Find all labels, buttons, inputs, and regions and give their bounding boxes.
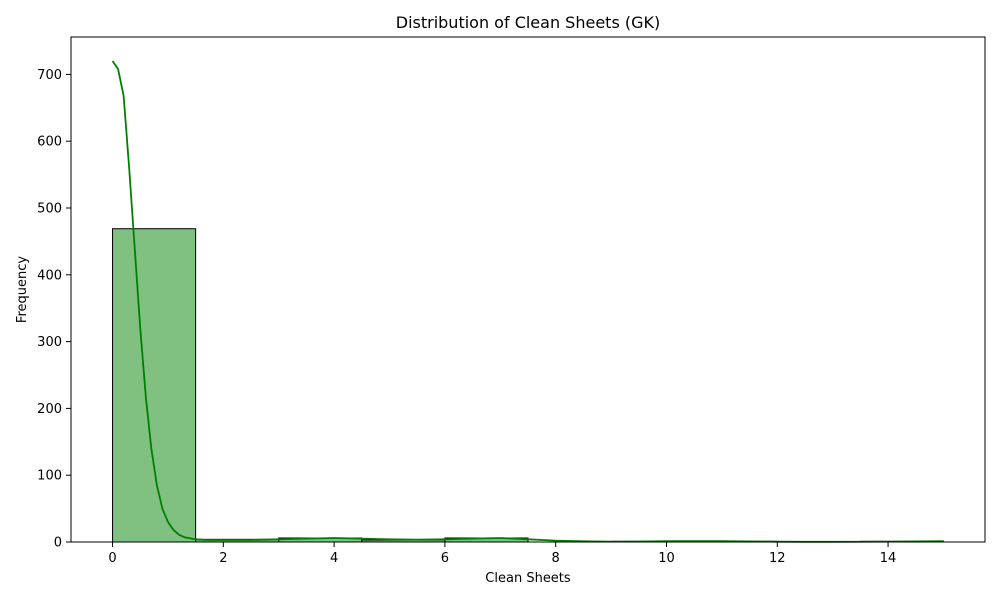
- y-tick-label: 0: [54, 536, 62, 551]
- y-tick-label: 200: [37, 402, 62, 417]
- y-tick-label: 600: [37, 135, 62, 150]
- y-tick-label: 700: [37, 68, 62, 83]
- x-tick-label: 10: [658, 551, 675, 566]
- kde-line: [111, 60, 944, 543]
- y-tick-label: 300: [37, 335, 62, 350]
- x-tick-label: 14: [880, 551, 897, 566]
- histogram-bar-0: [112, 228, 197, 543]
- chart-title: Distribution of Clean Sheets (GK): [396, 13, 660, 32]
- x-tick-label: 4: [330, 551, 338, 566]
- kde-layer: [111, 60, 944, 543]
- y-tick-label: 100: [37, 469, 62, 484]
- x-tick-label: 8: [552, 551, 560, 566]
- plot-frame: [70, 36, 986, 543]
- y-ticks: 0 100 200 300 400 500 600 700: [37, 68, 71, 551]
- x-tick-label: 12: [769, 551, 786, 566]
- x-tick-label: 2: [219, 551, 227, 566]
- bars-layer: [112, 228, 944, 543]
- y-tick-label: 400: [37, 268, 62, 283]
- x-tick-label: 6: [441, 551, 449, 566]
- x-axis-label: Clean Sheets: [485, 571, 571, 586]
- y-tick-label: 500: [37, 202, 62, 217]
- x-tick-label: 0: [108, 551, 116, 566]
- y-axis-label: Frequency: [15, 256, 30, 323]
- x-ticks: 0 2 4 6 8 10 12 14: [108, 542, 896, 566]
